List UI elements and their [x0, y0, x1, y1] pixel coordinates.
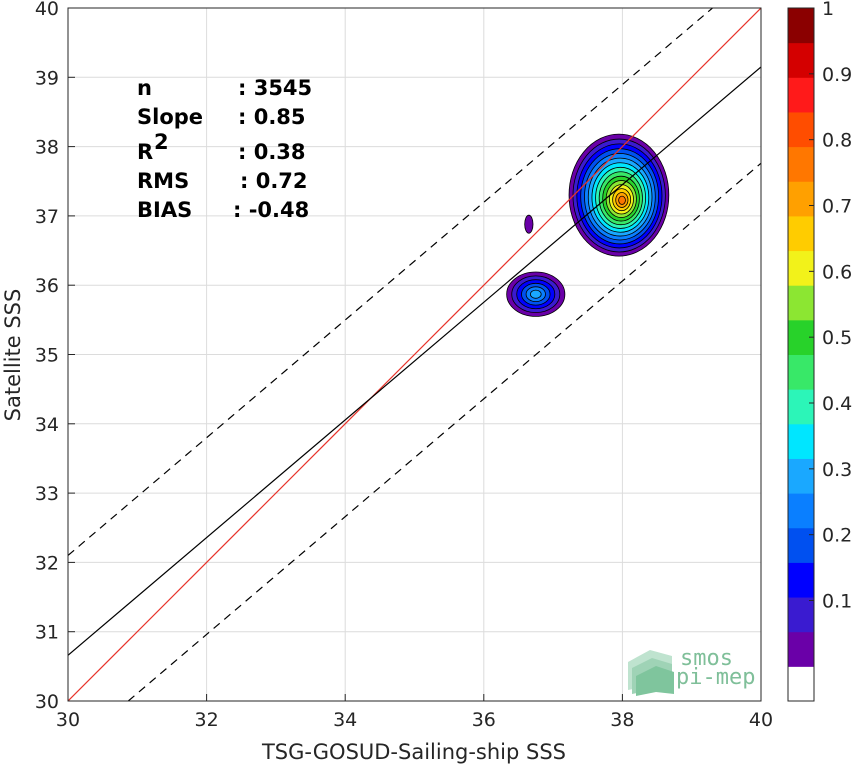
colorbar-segment	[788, 527, 814, 563]
y-tick-label: 31	[35, 622, 59, 644]
colorbar-segment	[788, 493, 814, 529]
colorbar-segment	[788, 285, 814, 321]
colorbar-tick-label: 0.1	[822, 591, 852, 613]
colorbar-tick-label: 1	[822, 0, 834, 20]
x-axis-label: TSG-GOSUD-Sailing-ship SSS	[261, 740, 566, 764]
contour-level-main	[618, 195, 626, 205]
contour-level-secondary	[529, 289, 542, 299]
reference-lines	[68, 8, 761, 701]
x-axis-ticks: 30 32 34 36 38 40	[56, 694, 773, 731]
stat-superscript: 2	[154, 130, 169, 154]
colorbar-segment	[788, 250, 814, 286]
grid	[67, 7, 762, 702]
y-tick-label: 35	[35, 345, 59, 367]
colorbar-segment	[788, 389, 814, 425]
stat-value: : 0.85	[238, 105, 306, 129]
stat-label: Slope	[137, 105, 203, 129]
colorbar-segment	[788, 77, 814, 113]
y-tick-label: 40	[35, 0, 59, 20]
colorbar-segment	[788, 215, 814, 252]
y-tick-label: 32	[35, 552, 59, 574]
x-tick-label: 36	[472, 709, 496, 731]
colorbar-tick-label: 0.4	[822, 393, 852, 415]
stat-label: R	[137, 140, 153, 164]
x-tick-label: 30	[56, 709, 80, 731]
colorbar-frame	[787, 7, 815, 702]
colorbar-segment	[788, 181, 814, 217]
colorbar-segment	[788, 458, 814, 494]
x-tick-label: 34	[333, 709, 357, 731]
y-tick-label: 33	[35, 483, 59, 505]
colorbar-tick-label: 0.3	[822, 459, 852, 481]
y-tick-label: 39	[35, 67, 59, 89]
stat-value: : -0.48	[233, 198, 309, 222]
colorbar-segment	[788, 146, 814, 182]
colorbar-segment	[788, 423, 814, 459]
colorbar-tick-label: 0.5	[822, 327, 852, 349]
lower-bound-line	[127, 162, 761, 701]
upper-bound-line	[68, 8, 713, 556]
colorbar-segment	[788, 597, 814, 633]
y-axis-label: Satellite SSS	[1, 289, 25, 422]
y-axis-ticks: 30 31 32 33 34 35 36 37 38 39 40	[35, 0, 75, 713]
colorbar-segment	[788, 8, 814, 44]
stat-value: : 0.38	[238, 140, 306, 164]
x-tick-label: 40	[749, 709, 773, 731]
y-tick-label: 38	[35, 137, 59, 159]
colorbar: 0.1 0.2 0.3 0.4 0.5 0.6 0.7 0.8 0.9 1	[787, 0, 852, 702]
stat-label: n	[137, 76, 152, 100]
y-tick-label: 34	[35, 414, 59, 436]
y-tick-label: 36	[35, 275, 59, 297]
regression-line	[68, 66, 761, 656]
colorbar-segment	[788, 354, 814, 390]
logo-waves-icon	[628, 650, 674, 696]
stat-label: RMS	[137, 169, 189, 193]
stat-value: : 3545	[238, 76, 312, 100]
y-tick-label: 37	[35, 206, 59, 228]
colorbar-segment	[788, 666, 814, 702]
x-tick-label: 38	[610, 709, 634, 731]
colorbar-tick-label: 0.6	[822, 261, 852, 283]
colorbar-tick-label: 0.2	[822, 525, 852, 547]
colorbar-segment	[788, 111, 814, 148]
logo-line1: smos	[680, 646, 733, 671]
x-tick-label: 32	[195, 709, 219, 731]
colorbar-segment	[788, 42, 814, 78]
contour-level-isolated	[524, 214, 534, 234]
colorbar-tick-label: 0.8	[822, 130, 852, 152]
colorbar-tick-label: 0.9	[822, 64, 852, 86]
colorbar-segment	[788, 631, 814, 667]
colorbar-tick-label: 0.7	[822, 196, 852, 218]
y-tick-label: 30	[35, 691, 59, 713]
colorbar-segment	[788, 562, 814, 598]
density-contours	[506, 133, 670, 317]
stats-annotation: n : 3545 Slope : 0.85 R 2 : 0.38 RMS : 0.72 BIAS:…	[137, 76, 312, 222]
smos-pimep-logo: smos pi-mep	[628, 646, 755, 696]
logo-line2: pi-mep	[676, 665, 755, 690]
stat-label: BIAS	[137, 198, 192, 222]
stat-value: : 0.72	[240, 169, 308, 193]
one-to-one-line	[68, 8, 761, 701]
